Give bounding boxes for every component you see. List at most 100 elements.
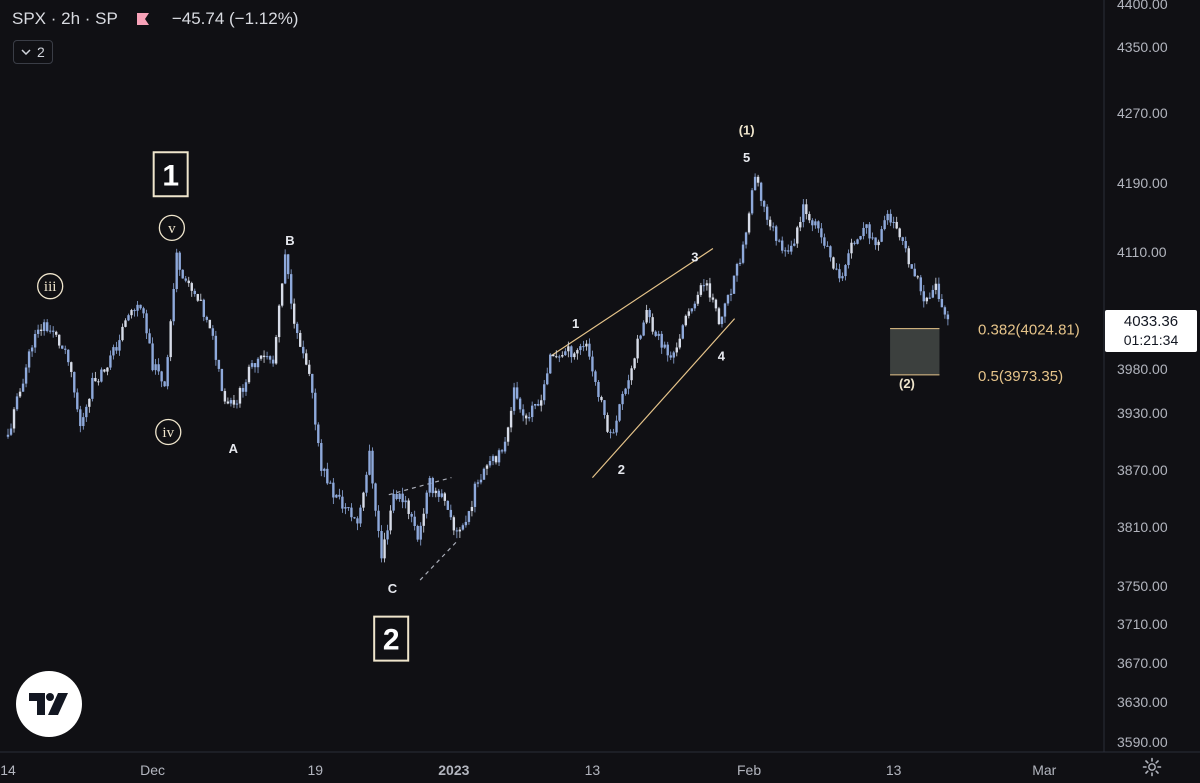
indicators-count: 2	[37, 44, 45, 60]
candle	[799, 216, 802, 232]
candle	[467, 510, 471, 525]
candle	[570, 345, 573, 363]
candle	[684, 314, 688, 327]
gear-icon[interactable]	[1142, 757, 1162, 777]
wave-label: 4	[718, 349, 726, 364]
candle-body	[512, 387, 516, 411]
tradingview-logo-icon[interactable]	[16, 671, 82, 737]
candle-body	[518, 398, 522, 410]
candle-body	[365, 474, 368, 493]
candle-body	[18, 391, 22, 397]
candle	[533, 403, 537, 410]
candle	[292, 298, 296, 329]
candle	[910, 263, 913, 269]
candle	[898, 227, 901, 241]
candle-body	[455, 530, 459, 532]
candle	[166, 354, 169, 390]
candle-body	[148, 333, 151, 344]
candle-body	[323, 468, 326, 471]
candle	[404, 495, 407, 509]
candle-body	[859, 236, 862, 240]
candle-body	[217, 359, 221, 369]
candle-body	[404, 500, 407, 503]
candle	[365, 471, 368, 497]
candle	[537, 399, 540, 407]
candle	[241, 384, 245, 398]
candle	[696, 291, 700, 306]
candle-body	[467, 511, 471, 522]
candle	[362, 491, 365, 511]
y-tick-label: 3630.00	[1117, 694, 1168, 710]
candle-body	[73, 371, 76, 393]
candle	[597, 380, 600, 402]
candle-body	[33, 333, 37, 348]
candle	[892, 216, 895, 229]
candle	[946, 311, 950, 326]
candle-body	[919, 277, 922, 292]
candle-body	[247, 366, 251, 383]
candle	[500, 448, 504, 454]
candle	[437, 488, 440, 503]
candle	[699, 282, 703, 297]
candle	[663, 341, 666, 349]
candle	[627, 374, 630, 395]
candle-body	[163, 381, 166, 387]
candle-body	[597, 381, 600, 398]
candle-body	[925, 297, 929, 302]
candle-body	[585, 343, 588, 347]
y-tick-label: 3670.00	[1117, 655, 1168, 671]
candle	[814, 218, 817, 229]
candle-body	[220, 368, 224, 392]
candle-body	[895, 221, 898, 229]
wave-box	[152, 151, 189, 198]
candle	[262, 350, 266, 363]
candle	[359, 504, 362, 528]
flag-icon[interactable]	[136, 12, 150, 26]
candle-body	[826, 245, 829, 247]
candle	[67, 349, 70, 366]
candle	[862, 222, 865, 240]
candle-body	[889, 213, 892, 223]
symbol-title[interactable]: SPX · 2h · SP	[12, 9, 118, 28]
candle	[416, 524, 419, 542]
candle-body	[401, 493, 404, 503]
candle	[190, 281, 193, 297]
wave-box-label: 1	[152, 151, 189, 198]
candle	[904, 236, 907, 253]
y-tick-label: 3870.00	[1117, 462, 1168, 478]
candle-body	[274, 337, 278, 364]
candle	[118, 334, 121, 356]
candle	[889, 209, 892, 227]
price-axis[interactable]: 4400.00 4350.00 4270.00 4190.00 4110.00 3980.…	[1117, 0, 1168, 750]
candle-body	[142, 308, 145, 314]
candle	[521, 404, 525, 422]
candle-body	[115, 347, 118, 351]
symbol-header[interactable]: SPX · 2h · SP −45.74 (−1.12%)	[12, 6, 298, 32]
candle	[639, 334, 642, 341]
candle	[133, 308, 136, 317]
candle-body	[145, 313, 148, 334]
candle	[844, 264, 847, 281]
candle	[573, 351, 576, 360]
candle	[482, 467, 486, 480]
candle	[6, 428, 10, 439]
candle-body	[15, 396, 19, 410]
candle-body	[521, 409, 525, 416]
candle	[832, 256, 835, 270]
candle	[311, 373, 314, 399]
candle	[193, 288, 196, 297]
candle	[838, 263, 841, 283]
time-axis[interactable]: 14 Dec 19 2023 13 Feb 13 Mar	[0, 762, 1056, 778]
candle-body	[48, 330, 52, 332]
candle	[271, 355, 275, 367]
indicators-toggle[interactable]: 2	[13, 40, 53, 64]
candle-body	[130, 310, 133, 316]
candle-body	[708, 283, 712, 298]
candle	[33, 329, 37, 353]
candle	[823, 233, 826, 249]
candle	[329, 480, 332, 484]
candle-body	[61, 345, 64, 349]
candle-body	[58, 334, 61, 346]
candle	[835, 263, 838, 271]
